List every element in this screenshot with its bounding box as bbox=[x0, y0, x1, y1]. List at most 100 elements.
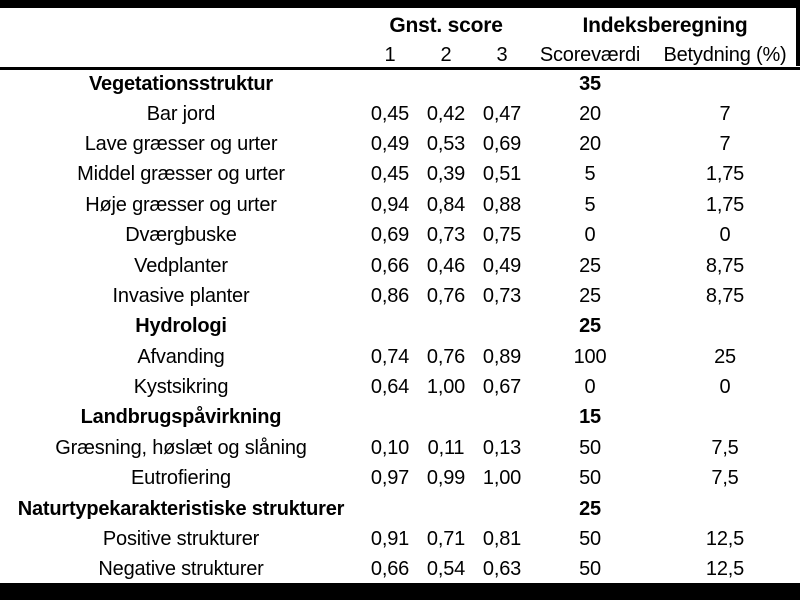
row-label-cell: Landbrugspåvirkning bbox=[80, 406, 282, 429]
empty-header-cell bbox=[0, 44, 362, 70]
row-label-cell: Middel græsser og urter bbox=[77, 163, 285, 186]
scorevaerdi-cell: 25 bbox=[579, 284, 601, 307]
table-header: Gnst. score Indeksberegning 1 2 3 Scorev… bbox=[0, 8, 800, 70]
score3-cell bbox=[474, 494, 530, 524]
table-row: Kystsikring 0,64 1,00 0,67 0 0 bbox=[0, 372, 800, 402]
table-row: Positive strukturer 0,91 0,71 0,81 50 12… bbox=[0, 524, 800, 554]
scorevaerdi-cell: 25 bbox=[579, 254, 601, 277]
table-row: Middel græsser og urter 0,45 0,39 0,51 5… bbox=[0, 160, 800, 190]
score1-cell: 0,74 bbox=[370, 345, 410, 368]
scorevaerdi-cell: 50 bbox=[579, 558, 601, 581]
score3-cell: 1,00 bbox=[482, 467, 522, 490]
score3-cell: 0,51 bbox=[482, 163, 522, 186]
header-group-gnst-score: Gnst. score bbox=[389, 14, 503, 37]
row-label-cell: Dværgbuske bbox=[125, 224, 237, 247]
betydning-cell: 7 bbox=[719, 102, 731, 125]
score3-cell bbox=[474, 312, 530, 342]
row-label-cell: Naturtypekarakteristiske strukturer bbox=[17, 497, 345, 520]
score2-cell: 0,99 bbox=[426, 467, 466, 490]
betydning-cell: 0 bbox=[719, 224, 731, 247]
table-row: Hydrologi 25 bbox=[0, 312, 800, 342]
top-border-bar bbox=[0, 0, 800, 8]
score3-cell: 0,88 bbox=[482, 193, 522, 216]
scorevaerdi-cell: 35 bbox=[579, 72, 601, 95]
column-header-score2: 2 bbox=[418, 44, 474, 70]
score2-cell: 0,11 bbox=[427, 436, 465, 459]
score-table: Gnst. score Indeksberegning 1 2 3 Scorev… bbox=[0, 8, 800, 585]
header-group-indeksberegning: Indeksberegning bbox=[582, 14, 748, 37]
betydning-cell bbox=[650, 403, 800, 433]
table-row: Landbrugspåvirkning 15 bbox=[0, 403, 800, 433]
score2-cell: 0,73 bbox=[426, 224, 466, 247]
score1-cell bbox=[362, 403, 418, 433]
table-row: Høje græsser og urter 0,94 0,84 0,88 5 1… bbox=[0, 190, 800, 220]
score3-cell: 0,75 bbox=[482, 224, 522, 247]
right-border-line bbox=[796, 0, 800, 66]
score1-cell: 0,69 bbox=[370, 224, 410, 247]
score2-cell: 0,76 bbox=[426, 284, 466, 307]
empty-header-cell bbox=[0, 8, 362, 44]
row-label-cell: Positive strukturer bbox=[102, 528, 260, 551]
score3-cell: 0,73 bbox=[482, 284, 522, 307]
betydning-cell: 0 bbox=[719, 376, 731, 399]
score2-cell: 0,46 bbox=[426, 254, 466, 277]
score1-cell bbox=[362, 69, 418, 99]
table-row: Lave græsser og urter 0,49 0,53 0,69 20 … bbox=[0, 129, 800, 159]
score1-cell: 0,86 bbox=[370, 284, 410, 307]
scorevaerdi-cell: 15 bbox=[579, 406, 601, 429]
header-group-row: Gnst. score Indeksberegning bbox=[0, 8, 800, 44]
row-label-cell: Høje græsser og urter bbox=[85, 193, 277, 216]
row-label-cell: Afvanding bbox=[137, 345, 225, 368]
score1-cell: 0,10 bbox=[370, 436, 410, 459]
scorevaerdi-cell: 100 bbox=[573, 345, 607, 368]
score2-cell: 0,53 bbox=[426, 132, 466, 155]
scorevaerdi-cell: 5 bbox=[584, 193, 596, 216]
betydning-cell: 25 bbox=[714, 345, 736, 368]
betydning-cell: 1,75 bbox=[705, 163, 745, 186]
scorevaerdi-cell: 50 bbox=[579, 467, 601, 490]
table-body: Vegetationsstruktur 35 Bar jord 0,45 0,4… bbox=[0, 69, 800, 586]
score2-cell: 0,54 bbox=[426, 558, 466, 581]
score1-cell: 0,45 bbox=[370, 163, 410, 186]
column-header-row: 1 2 3 Scoreværdi Betydning (%) bbox=[0, 44, 800, 70]
score1-cell: 0,91 bbox=[370, 528, 410, 551]
score2-cell: 0,42 bbox=[426, 102, 466, 125]
column-header-score1: 1 bbox=[362, 44, 418, 70]
table-row: Negative strukturer 0,66 0,54 0,63 50 12… bbox=[0, 555, 800, 585]
score3-cell bbox=[474, 69, 530, 99]
table-row: Bar jord 0,45 0,42 0,47 20 7 bbox=[0, 99, 800, 129]
column-header-scorevaerdi: Scoreværdi bbox=[530, 44, 650, 70]
table-row: Afvanding 0,74 0,76 0,89 100 25 bbox=[0, 342, 800, 372]
betydning-cell: 8,75 bbox=[705, 284, 745, 307]
score2-cell bbox=[418, 494, 474, 524]
score2-cell bbox=[418, 69, 474, 99]
table-row: Naturtypekarakteristiske strukturer 25 bbox=[0, 494, 800, 524]
row-label-cell: Hydrologi bbox=[135, 315, 227, 338]
scorevaerdi-cell: 25 bbox=[579, 497, 601, 520]
score3-cell: 0,47 bbox=[482, 102, 522, 125]
scorevaerdi-cell: 50 bbox=[579, 528, 601, 551]
score2-cell: 0,84 bbox=[426, 193, 466, 216]
scorevaerdi-cell: 0 bbox=[584, 376, 596, 399]
row-label-cell: Græsning, høslæt og slåning bbox=[55, 436, 307, 459]
betydning-cell: 1,75 bbox=[705, 193, 745, 216]
betydning-cell bbox=[650, 312, 800, 342]
betydning-cell bbox=[650, 69, 800, 99]
row-label-cell: Negative strukturer bbox=[98, 558, 264, 581]
table-row: Eutrofiering 0,97 0,99 1,00 50 7,5 bbox=[0, 464, 800, 494]
scorevaerdi-cell: 20 bbox=[579, 102, 601, 125]
row-label-cell: Bar jord bbox=[146, 102, 216, 125]
score3-cell: 0,63 bbox=[482, 558, 522, 581]
column-header-betydning: Betydning (%) bbox=[650, 44, 800, 70]
score1-cell: 0,66 bbox=[370, 558, 410, 581]
score3-cell: 0,49 bbox=[482, 254, 522, 277]
score1-cell bbox=[362, 312, 418, 342]
score3-cell: 0,81 bbox=[482, 528, 522, 551]
score3-cell bbox=[474, 403, 530, 433]
scorevaerdi-cell: 50 bbox=[579, 436, 601, 459]
bottom-border-bar bbox=[0, 583, 800, 600]
betydning-cell bbox=[650, 494, 800, 524]
row-label-cell: Kystsikring bbox=[133, 376, 229, 399]
score3-cell: 0,67 bbox=[482, 376, 522, 399]
